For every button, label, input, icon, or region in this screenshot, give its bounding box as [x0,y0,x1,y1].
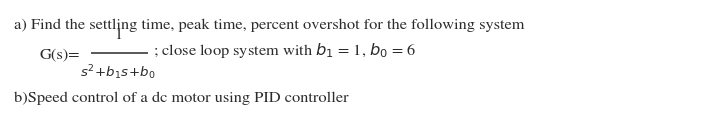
Text: $s^2\!+\!b_1s\!+\!b_0$: $s^2\!+\!b_1s\!+\!b_0$ [80,63,156,82]
Text: G(s)=: G(s)= [40,48,80,62]
Text: ; close loop system with $b_1$ = 1, $b_0$ = 6: ; close loop system with $b_1$ = 1, $b_0… [153,42,417,60]
Text: b)Speed control of a dc motor using PID controller: b)Speed control of a dc motor using PID … [14,92,349,105]
Text: a) Find the settling time, peak time, percent overshot for the following system: a) Find the settling time, peak time, pe… [14,19,524,32]
Text: 1: 1 [114,29,122,42]
